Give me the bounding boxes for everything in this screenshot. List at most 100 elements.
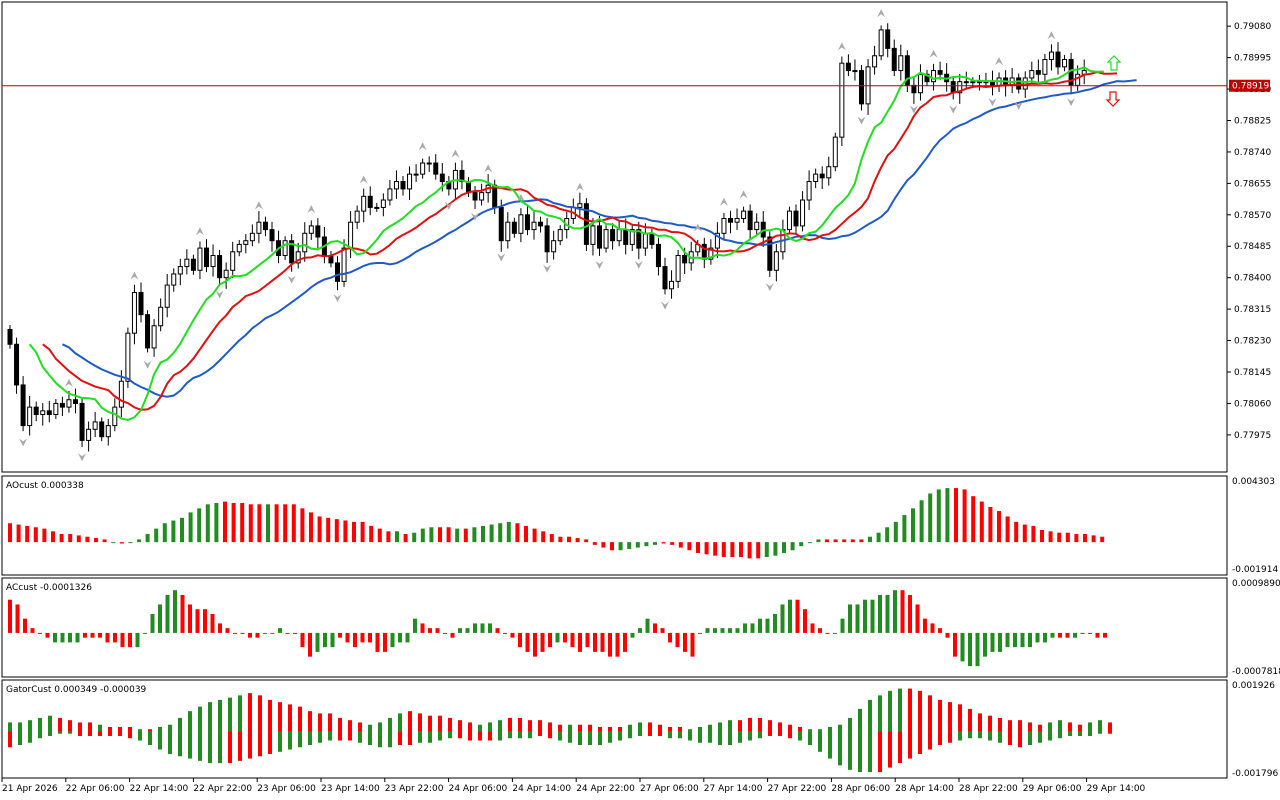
- gator-lower-bar: [88, 731, 92, 736]
- ao-bar: [971, 496, 976, 543]
- bear-candle: [1055, 51, 1061, 68]
- ac-bar: [765, 618, 770, 633]
- gator-upper-bar: [538, 720, 542, 732]
- bull-candle: [118, 380, 124, 408]
- bull-candle: [361, 195, 367, 212]
- bear-candle: [859, 70, 864, 105]
- bull-candle: [1062, 58, 1068, 68]
- time-label: 22 Apr 14:00: [130, 784, 189, 794]
- fractal-down-icon: [215, 290, 224, 299]
- gator-upper-bar: [508, 717, 512, 732]
- gator-lower-bar: [838, 731, 842, 766]
- gator-lower-bar: [268, 731, 272, 755]
- ac-bar: [98, 632, 102, 638]
- ac-bar: [225, 628, 230, 633]
- gator-lower-bar: [328, 731, 332, 741]
- gator-lower-bar: [898, 731, 902, 764]
- ac-bar: [240, 632, 245, 634]
- ac-bar: [998, 632, 1002, 652]
- bull-candle: [1075, 73, 1081, 86]
- gator-upper-bar: [988, 715, 992, 732]
- gator-upper-bar: [678, 726, 682, 732]
- gator-upper-bar: [698, 726, 702, 732]
- price-level-label: 0.78740: [1234, 148, 1271, 158]
- gator-pane-frame: [1, 679, 1228, 779]
- ac-bar: [525, 632, 530, 652]
- gator-lower-bar: [858, 731, 862, 773]
- bear-candle: [885, 29, 891, 49]
- time-label: 27 Apr 06:00: [640, 784, 699, 794]
- fractal-down-icon: [909, 105, 918, 114]
- bull-candle: [249, 232, 255, 242]
- ao-bar: [670, 542, 675, 545]
- ac-bar: [638, 628, 642, 633]
- ao-bar: [747, 542, 752, 559]
- gator-upper-bar: [738, 720, 742, 732]
- ao-bar: [782, 542, 786, 553]
- ac-bar: [255, 632, 260, 638]
- gator-upper-bar: [628, 724, 632, 732]
- ao-bar: [601, 542, 606, 548]
- time-label: 27 Apr 22:00: [768, 784, 827, 794]
- bull-candle: [413, 173, 419, 176]
- ac-bar: [360, 632, 365, 643]
- bull-candle: [616, 229, 622, 242]
- ac-bar: [495, 628, 500, 633]
- ao-bar: [420, 528, 425, 543]
- bull-candle: [86, 428, 92, 441]
- ao-bar: [231, 502, 236, 543]
- price-level-label: 0.78315: [1234, 305, 1271, 315]
- ac-bar: [473, 623, 477, 633]
- gator-lower-bar: [238, 731, 242, 761]
- gator-lower-bar: [368, 731, 372, 746]
- ao-bar: [266, 504, 270, 543]
- ao-bar: [515, 523, 520, 543]
- gator-lower-bar: [308, 731, 312, 746]
- price-level-label: 0.78400: [1234, 274, 1271, 284]
- gator-lower-bar: [78, 731, 82, 736]
- ao-bar: [541, 531, 546, 543]
- ao-pane-frame: [1, 475, 1228, 576]
- time-axis: 21 Apr 2026 22 Apr 06:00 22 Apr 14:00 22 Ap…: [1, 778, 1146, 794]
- gator-lower-bar: [878, 731, 882, 773]
- gator-upper-bar: [958, 704, 962, 732]
- gator-upper-bar: [968, 708, 972, 732]
- gator-lower-bar: [548, 731, 552, 739]
- ac-bar: [848, 604, 852, 633]
- ao-bar: [248, 504, 253, 543]
- fractal-up-icon: [1047, 31, 1056, 40]
- ao-bar: [936, 489, 941, 543]
- price-level-label: 0.78145: [1234, 368, 1271, 378]
- ao-bar: [438, 527, 442, 543]
- ac-bar: [1050, 632, 1055, 638]
- bull-candle: [839, 62, 845, 138]
- ac-bar: [278, 628, 282, 633]
- gator-upper-bar: [138, 729, 142, 732]
- alligator-lips-line: [28, 66, 1104, 421]
- current-price-tag: [1229, 79, 1270, 92]
- ac-bar: [248, 632, 252, 638]
- gator-upper-bar: [548, 722, 552, 732]
- fractal-down-icon: [988, 98, 997, 107]
- ac-bar: [68, 632, 72, 643]
- bull-candle: [171, 273, 177, 286]
- gator-lower-bar: [188, 731, 192, 759]
- gator-lower-bar: [1088, 731, 1092, 736]
- ac-min-label: -0.0007818: [1232, 667, 1280, 677]
- bull-candle: [125, 332, 131, 382]
- ac-bar: [750, 623, 755, 633]
- bull-candle: [158, 306, 164, 327]
- bear-candle: [767, 236, 773, 271]
- bull-candle: [852, 70, 858, 73]
- bull-candle: [577, 203, 583, 208]
- gator-lower-bar: [918, 731, 922, 755]
- ao-bar: [696, 542, 700, 553]
- bull-candle: [230, 251, 236, 271]
- price-axis: 0.790800.789950.789100.788250.787400.786…: [1227, 22, 1271, 441]
- ao-bar: [369, 525, 374, 543]
- ac-bar: [263, 632, 267, 634]
- ac-bar: [728, 628, 732, 633]
- bear-candle: [439, 173, 445, 183]
- ao-bar: [524, 525, 528, 543]
